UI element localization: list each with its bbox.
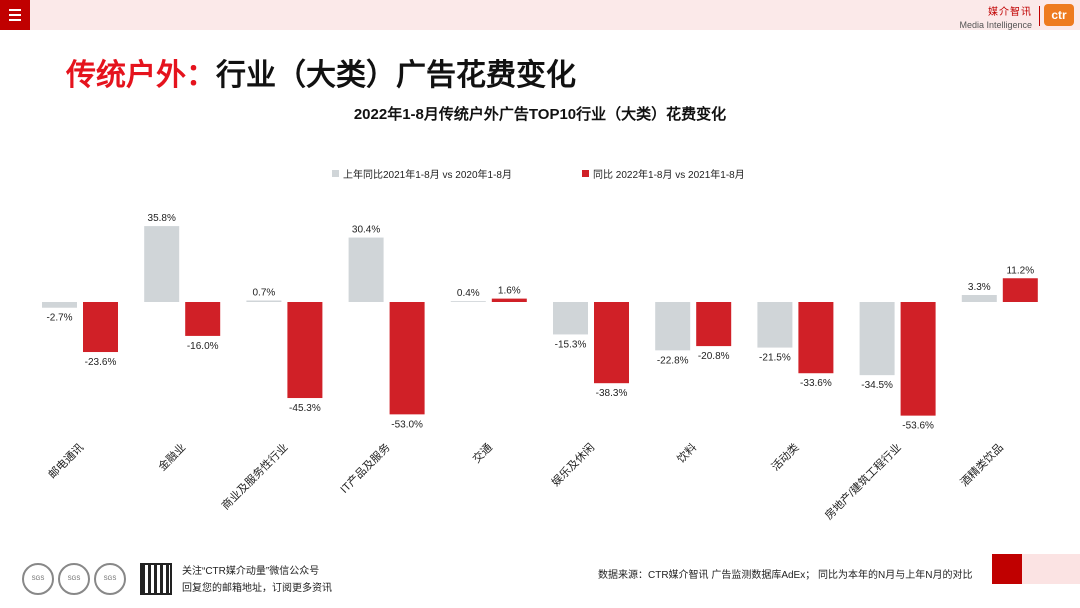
data-label-series1-0: -23.6% <box>85 357 117 368</box>
legend-label-0: 上年同比2021年1-8月 vs 2020年1-8月 <box>343 168 512 181</box>
bar-series1-0 <box>83 302 118 353</box>
data-label-series0-7: -21.5% <box>759 353 791 364</box>
top-bar: 媒介智讯 Media Intelligence ctr <box>0 0 1080 30</box>
brand-en: Media Intelligence <box>959 20 1032 30</box>
bar-series0-4 <box>450 301 486 302</box>
data-label-series1-2: -45.3% <box>289 403 321 414</box>
category-label-8: 房地产/建筑工程行业 <box>822 440 904 522</box>
data-label-series0-3: 30.4% <box>352 225 380 236</box>
category-label-4: 交通 <box>469 440 494 465</box>
bar-series1-9 <box>1002 278 1038 302</box>
category-label-2: 商业及服务性行业 <box>218 440 290 512</box>
data-label-series0-4: 0.4% <box>457 288 480 299</box>
brand-divider <box>1039 6 1040 26</box>
data-label-series0-9: 3.3% <box>968 282 991 293</box>
bar-series0-1 <box>144 226 180 302</box>
legend-label-1: 同比 2022年1-8月 vs 2021年1-8月 <box>593 168 745 181</box>
hamburger-menu-icon[interactable] <box>0 0 30 30</box>
bar-series1-3 <box>389 302 425 415</box>
data-label-series1-1: -16.0% <box>187 341 219 352</box>
ctr-logo: ctr <box>1044 4 1074 26</box>
brand-text: 媒介智讯 Media Intelligence <box>959 7 1032 31</box>
bar-series0-9 <box>961 295 997 302</box>
chart-title: 2022年1-8月传统户外广告TOP10行业（大类）花费变化 <box>353 106 727 123</box>
category-label-6: 饮料 <box>674 440 699 465</box>
brand-cn: 媒介智讯 <box>988 7 1032 18</box>
bar-series0-7 <box>757 302 793 348</box>
bar-chart: 上年同比2021年1-8月 vs 2020年1-8月 同比 2022年1-8月 v… <box>42 168 1038 522</box>
data-label-series0-6: -22.8% <box>657 355 689 366</box>
bar-series1-2 <box>287 302 323 399</box>
data-source: 数据来源：CTR媒介智讯 广告监测数据库AdEx； 同比为本年的N月与上年N月的… <box>598 570 973 581</box>
category-label-7: 活动类 <box>768 440 801 473</box>
qr-code-icon[interactable] <box>140 563 172 595</box>
data-label-series1-5: -38.3% <box>596 388 628 399</box>
bar-series0-6 <box>655 302 691 351</box>
bar-series0-3 <box>348 237 384 302</box>
bar-series0-0 <box>42 302 77 308</box>
data-label-series0-8: -34.5% <box>861 380 893 391</box>
bar-series0-2 <box>246 300 282 302</box>
data-label-series1-7: -33.6% <box>800 378 832 389</box>
data-label-series1-8: -53.6% <box>902 421 934 432</box>
bar-series0-8 <box>859 302 895 376</box>
category-label-1: 金融业 <box>155 440 188 473</box>
bar-series1-1 <box>185 302 221 336</box>
corner-pink-block <box>1022 554 1080 584</box>
data-label-series0-5: -15.3% <box>555 339 587 350</box>
data-label-series0-2: 0.7% <box>253 288 276 299</box>
page-title-main: 行业（大类）广告花费变化 <box>216 59 576 92</box>
legend-swatch-0 <box>332 170 339 177</box>
sgs-certification-icon: SGS <box>94 563 126 595</box>
legend-swatch-1 <box>582 170 589 177</box>
subscribe-text: 关注“CTR媒介动量”微信公众号 回复您的邮箱地址，订阅更多资讯 <box>182 563 332 597</box>
follow-text: 关注“CTR媒介动量”微信公众号 <box>182 566 320 577</box>
page-title-highlight: 传统户外： <box>66 59 216 92</box>
reply-text: 回复您的邮箱地址，订阅更多资讯 <box>182 583 332 594</box>
category-label-0: 邮电通讯 <box>46 441 86 481</box>
bar-series1-6 <box>696 302 732 347</box>
bar-series1-4 <box>491 298 527 302</box>
corner-accent-block <box>992 554 1022 584</box>
data-label-series0-0: -2.7% <box>46 313 72 324</box>
category-label-5: 娱乐及休闲 <box>548 440 597 489</box>
sgs-certification-icon: SGS <box>58 563 90 595</box>
page-title: 传统户外：行业（大类）广告花费变化 <box>66 50 576 94</box>
sgs-certification-icon: SGS <box>22 563 54 595</box>
data-label-series1-6: -20.8% <box>698 351 730 362</box>
category-label-3: IT产品及服务 <box>337 440 393 496</box>
data-label-series1-3: -53.0% <box>391 419 423 430</box>
bar-series1-8 <box>900 302 936 416</box>
bar-series1-7 <box>798 302 834 374</box>
data-label-series1-4: 1.6% <box>498 286 521 297</box>
category-label-9: 酒精类饮品 <box>957 440 1006 489</box>
bar-series0-5 <box>553 302 588 335</box>
bar-series1-5 <box>594 302 629 384</box>
data-label-series0-1: 35.8% <box>148 213 176 224</box>
data-label-series1-9: 11.2% <box>1006 265 1034 276</box>
